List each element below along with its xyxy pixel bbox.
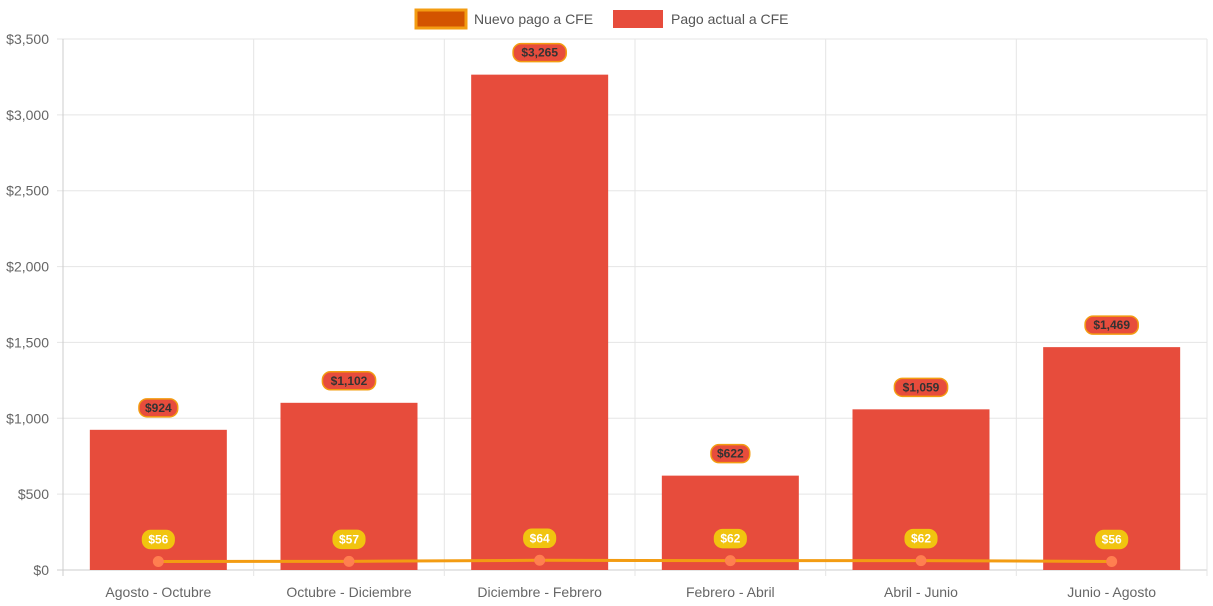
x-tick-label: Febrero - Abril — [686, 584, 775, 600]
legend-label: Pago actual a CFE — [671, 11, 789, 27]
legend: Nuevo pago a CFE Pago actual a CFE — [414, 8, 789, 30]
legend-swatch-line — [414, 8, 468, 30]
bar-data-label-bg — [321, 371, 377, 391]
bar-data-label-text: $1,102 — [331, 374, 368, 388]
x-tick-label: Agosto - Octubre — [105, 584, 211, 600]
x-tick-label: Junio - Agosto — [1067, 584, 1156, 600]
line-data-label: $57 — [332, 529, 366, 550]
line-point — [915, 555, 927, 567]
line-data-label-bg — [1095, 529, 1129, 550]
line-data-label: $56 — [1095, 529, 1129, 550]
bar-data-label-bg — [512, 42, 568, 63]
line-data-label-bg — [904, 528, 938, 549]
line-data-label-bg — [141, 529, 175, 550]
legend-item-nuevo-pago: Nuevo pago a CFE — [414, 8, 593, 30]
y-tick-label: $1,500 — [6, 334, 49, 350]
bar-data-label: $924 — [138, 398, 179, 418]
bar-data-label-text: $622 — [717, 447, 744, 461]
x-tick-label: Octubre - Diciembre — [286, 584, 411, 600]
line-series — [152, 554, 1118, 568]
line-data-label: $62 — [904, 528, 938, 549]
series-line — [158, 558, 1112, 564]
line-data-label-text: $56 — [148, 533, 168, 547]
line-point — [534, 554, 546, 566]
x-axis: Agosto - Octubre Octubre - Diciembre Dicie… — [105, 584, 1156, 600]
bar-data-label: $1,059 — [893, 377, 949, 398]
bar-data-label-bg — [710, 443, 751, 464]
line-data-label-bg — [332, 529, 366, 550]
bar-data-label-text: $924 — [145, 401, 172, 415]
y-tick-label: $500 — [18, 486, 49, 502]
legend-label: Nuevo pago a CFE — [474, 11, 593, 27]
bar-data-label-text: $1,469 — [1093, 318, 1130, 332]
line-data-label-text: $62 — [720, 532, 740, 546]
line-data-label-text: $56 — [1102, 533, 1122, 547]
line-data-label-text: $64 — [530, 531, 550, 545]
bar-data-label-text: $1,059 — [903, 380, 940, 394]
line-data-label-bg — [713, 528, 747, 549]
legend-item-pago-actual: Pago actual a CFE — [613, 10, 789, 28]
legend-swatch-bar — [613, 10, 663, 28]
bar-data-label: $622 — [710, 443, 751, 464]
bar — [661, 475, 799, 570]
grid — [57, 38, 1208, 576]
y-tick-label: $3,500 — [6, 31, 49, 47]
line-point — [152, 556, 164, 568]
bar-data-label-bg — [138, 398, 179, 418]
line-data-label-bg — [523, 528, 557, 549]
y-tick-label: $2,500 — [6, 183, 49, 199]
line-data-label-text: $57 — [339, 532, 359, 546]
y-tick-label: $3,000 — [6, 107, 49, 123]
bar-data-label-text: $3,265 — [521, 46, 558, 60]
line-data-label-text: $62 — [911, 532, 931, 546]
y-axis: $0 $500 $1,000 $1,500 $2,000 $2,500 $3,000 $3,5… — [6, 31, 49, 578]
bar-data-label-bg — [1084, 315, 1140, 335]
x-tick-label: Abril - Junio — [884, 584, 958, 600]
line-point — [1106, 556, 1118, 568]
line-data-label: $56 — [141, 529, 175, 550]
bar-data-label: $3,265 — [512, 42, 568, 63]
line-point — [724, 555, 736, 567]
y-tick-label: $0 — [33, 562, 49, 578]
data-labels: $924 $1,102 $3,265 $622 $1,059 $1,469 $56 $57 $6… — [138, 42, 1140, 550]
bar — [471, 74, 609, 570]
bar-data-label: $1,469 — [1084, 315, 1140, 335]
bar-data-label: $1,102 — [321, 371, 377, 391]
y-tick-label: $2,000 — [6, 259, 49, 275]
line-point — [343, 555, 355, 567]
line-data-label: $64 — [523, 528, 557, 549]
bar-data-label-bg — [893, 377, 949, 398]
x-tick-label: Diciembre - Febrero — [477, 584, 602, 600]
line-data-label: $62 — [713, 528, 747, 549]
y-tick-label: $1,000 — [6, 410, 49, 426]
